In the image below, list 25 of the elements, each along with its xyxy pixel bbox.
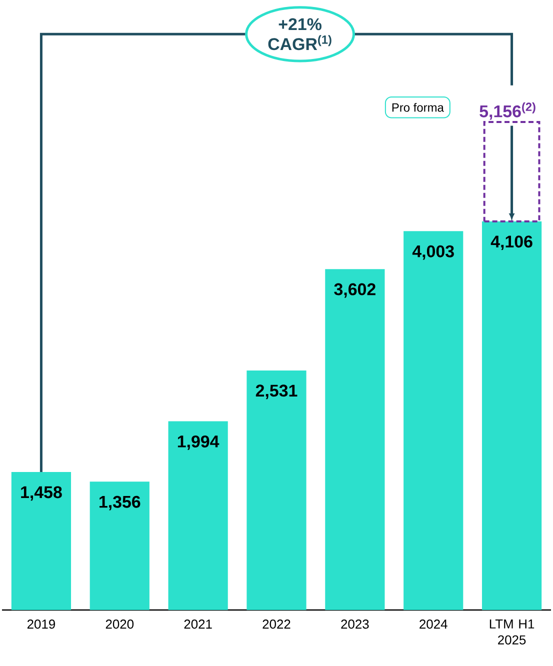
bar	[90, 482, 150, 610]
x-tick-label: 2022	[262, 620, 290, 629]
text: +21% CAGR$^{(1)}$	[268, 18, 332, 50]
x-tick-label: 2023	[341, 620, 369, 629]
data-label: 1,994	[178, 435, 220, 450]
x-tick-label: 2019	[27, 620, 56, 629]
data-label: 1,356	[100, 496, 140, 510]
data-label: 2,531	[256, 384, 298, 400]
bar	[482, 221, 542, 610]
bar	[325, 269, 385, 610]
bar	[11, 472, 72, 610]
bar	[246, 370, 306, 610]
bar	[404, 231, 464, 610]
x-tick-label: LTM H1 2025	[490, 620, 534, 644]
data-label: 4,106	[490, 236, 532, 250]
total-label: 5,156$^{(2)}$	[480, 102, 536, 120]
bar	[168, 421, 228, 610]
data-label: 3,602	[334, 283, 376, 298]
data-label: 1,458	[21, 486, 62, 501]
x-tick-label: 2024	[420, 620, 448, 629]
text: Pro forma	[392, 102, 444, 112]
bar	[483, 120, 540, 222]
x-tick-label: 2021	[184, 620, 212, 629]
x-tick-label: 2020	[106, 620, 134, 629]
data-label: 4,003	[412, 245, 454, 260]
